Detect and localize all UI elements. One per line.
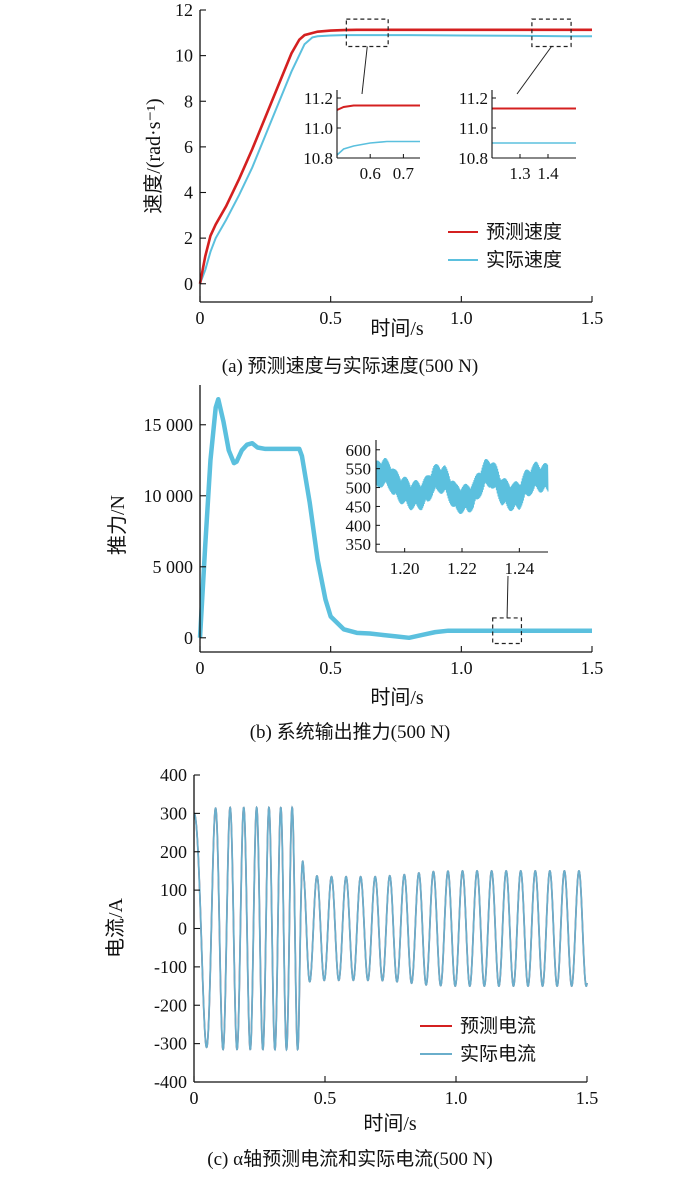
y-tick-label: 8 [184, 91, 193, 111]
zoom-link [361, 46, 368, 95]
legend-label-predicted: 预测速度 [486, 221, 562, 243]
inset-y-tick-label: 10.8 [458, 149, 488, 168]
y-tick-label: 0 [184, 274, 193, 294]
inset-y-tick-label: 400 [346, 516, 372, 535]
y-tick-label: 15 000 [144, 415, 194, 435]
y-tick-label: 10 000 [144, 486, 194, 506]
inset-x-tick-label: 1.3 [509, 164, 530, 183]
inset-y-tick-label: 11.0 [459, 119, 488, 138]
legend-label-actual: 实际电流 [460, 1043, 536, 1065]
caption-a: (a) 预测速度与实际速度(500 N) [222, 355, 478, 377]
x-tick-label: 1.5 [576, 1088, 599, 1108]
x-axis-label: 时间/s [370, 686, 424, 709]
y-tick-label: -100 [154, 957, 187, 977]
caption-b: (b) 系统输出推力(500 N) [250, 721, 451, 743]
inset-y-tick-label: 11.2 [304, 89, 333, 108]
y-tick-label: 0 [184, 628, 193, 648]
x-tick-label: 1.0 [450, 658, 473, 678]
zoom-box-1 [345, 18, 389, 48]
inset-x-tick-label: 1.20 [390, 559, 420, 578]
y-axis-label: 电流/A [104, 897, 127, 958]
inset-line-predicted [336, 104, 420, 111]
y-tick-label: 2 [184, 228, 193, 248]
inset-x-tick-label: 1.22 [447, 559, 477, 578]
inset-y-tick-label: 11.2 [459, 89, 488, 108]
y-tick-label: 10 [175, 46, 193, 66]
y-tick-label: 12 [175, 0, 193, 20]
series-line-predicted [198, 28, 592, 284]
inset-line-thrust [375, 457, 549, 514]
y-tick-label: -400 [154, 1072, 187, 1092]
series-line-thrust [197, 396, 592, 641]
y-tick-label: -300 [154, 1034, 187, 1054]
inset-x-tick-label: 1.4 [537, 164, 559, 183]
x-axis-label: 时间/s [370, 317, 424, 340]
x-tick-label: 0 [196, 308, 205, 328]
caption-c: (c) α轴预测电流和实际电流(500 N) [207, 1148, 492, 1170]
y-tick-label: 4 [184, 183, 193, 203]
x-tick-label: 0.5 [319, 308, 342, 328]
x-tick-label: 0.5 [314, 1088, 337, 1108]
x-tick-label: 1.5 [581, 308, 604, 328]
y-tick-label: 5 000 [153, 557, 194, 577]
y-tick-label: 300 [160, 803, 187, 823]
inset-y-tick-label: 450 [346, 497, 372, 516]
x-tick-label: 0 [196, 658, 205, 678]
y-tick-label: -200 [154, 995, 187, 1015]
legend-label-actual: 实际速度 [486, 249, 562, 271]
zoom-box-1 [492, 617, 523, 645]
x-tick-label: 1.0 [445, 1088, 468, 1108]
inset-x-tick-label: 1.24 [504, 559, 534, 578]
zoom-box-2 [531, 18, 572, 48]
y-tick-label: 0 [178, 919, 187, 939]
inset-x-tick-label: 0.6 [360, 164, 381, 183]
inset-y-tick-label: 11.0 [304, 119, 333, 138]
x-tick-label: 0 [190, 1088, 199, 1108]
inset-y-tick-label: 600 [346, 441, 372, 460]
inset-line-actual [336, 140, 420, 156]
legend-label-predicted: 预测电流 [460, 1015, 536, 1037]
x-axis-label: 时间/s [363, 1112, 417, 1135]
panel-c-current: 0 0.5 1.0 1.54003002001000-100-200-300-400 … [104, 765, 598, 1170]
inset-y-tick-label: 550 [346, 460, 372, 479]
x-tick-label: 0.5 [319, 658, 342, 678]
zoom-link [516, 46, 552, 95]
y-tick-label: 100 [160, 880, 187, 900]
inset-x-tick-label: 0.7 [393, 164, 415, 183]
x-tick-label: 1.0 [450, 308, 473, 328]
y-axis-label: 推力/N [106, 495, 129, 555]
inset-y-tick-label: 10.8 [303, 149, 333, 168]
series-line-actual [199, 34, 592, 285]
series-line-actual [193, 805, 588, 1052]
inset-2: 1.3 1.4 11.2 11.0 10.8 [458, 89, 576, 183]
inset-1: 0.6 0.7 11.2 11.0 10.8 [303, 89, 420, 183]
x-tick-label: 1.5 [581, 658, 604, 678]
inset-y-tick-label: 350 [346, 535, 372, 554]
y-tick-label: 400 [160, 765, 187, 785]
y-axis-label: 速度/(rad·s⁻¹) [142, 98, 165, 213]
zoom-link [506, 575, 509, 618]
inset-y-tick-label: 500 [346, 479, 372, 498]
y-tick-label: 6 [184, 137, 193, 157]
y-tick-label: 200 [160, 842, 187, 862]
